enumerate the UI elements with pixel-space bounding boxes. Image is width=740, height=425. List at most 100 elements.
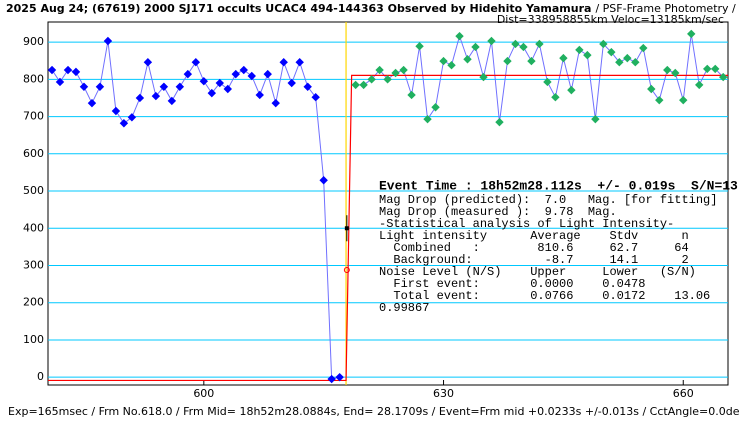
data-point [503,56,512,66]
data-point [271,98,280,108]
data-point [543,77,552,87]
annotation: Background: -8.7 14.1 2 [379,253,689,267]
y-tick-label: 0 [37,370,44,383]
data-point [591,114,600,124]
plot-frame [47,21,729,386]
data-point [127,113,137,122]
data-point [263,69,272,79]
chart-title: 2025 Aug 24; (67619) 2000 SJ171 occults … [6,2,736,15]
data-point [607,47,616,57]
data-point [143,58,153,67]
data-point [671,68,680,78]
data-point [359,80,368,90]
data-point [215,78,225,88]
data-point [687,29,696,39]
data-point [423,114,432,124]
data-point [119,119,129,128]
data-point [455,31,464,41]
annotation: 0.99867 [379,301,429,315]
data-point [695,80,704,90]
data-point [199,76,209,86]
y-tick-label: 800 [23,72,44,85]
data-point [479,72,488,82]
data-point [567,85,576,95]
data-point [255,90,264,100]
y-tick-label: 900 [23,35,44,48]
data-point [663,65,672,75]
data-point [103,36,113,46]
annotation: Combined : 810.6 62.7 64 [379,241,689,255]
data-point [335,372,344,382]
y-tick-label: 500 [23,184,44,197]
footer: Exp=165msec / Frm No.618.0 / Frm Mid= 18… [8,405,740,418]
y-tick-label: 100 [23,333,44,346]
data-point [71,67,81,77]
subtitle2: Dist=338958855km Veloc=13185km/sec [497,13,724,26]
event-point [343,266,350,273]
data-point [367,75,376,84]
x-tick-label: 660 [673,387,694,400]
data-point [63,65,73,75]
data-point [439,56,448,66]
y-tick-label: 200 [23,296,44,309]
annotation: Noise Level (N/S) Upper Lower (S/N) [379,265,696,279]
x-tick-label: 630 [433,387,454,400]
data-point [175,82,185,91]
data-point [159,82,169,91]
data-point [718,72,728,82]
light-curve [51,40,340,380]
data-point [599,39,608,49]
data-point [583,50,592,60]
data-point [447,60,456,70]
data-point [111,106,121,116]
data-point [679,95,688,105]
data-point [327,374,336,384]
data-point [487,36,496,46]
data-point [471,42,480,52]
annotation: Mag Drop (measured ): 9.78 Mag. [379,205,617,219]
data-point [639,43,648,53]
y-tick-label: 700 [23,110,44,123]
y-tick-label: 300 [23,258,44,271]
data-point [191,58,201,67]
data-point [647,84,656,94]
data-point [399,65,408,75]
data-point [615,58,624,67]
data-point [55,77,65,87]
data-point [95,82,105,91]
data-point [527,56,536,66]
data-point [223,84,232,94]
data-point [391,68,400,78]
y-tick-label: 400 [23,221,44,234]
data-point [135,93,145,103]
data-point [431,103,440,112]
data-point [287,78,296,88]
data-point [311,92,320,102]
data-point [87,98,97,108]
data-point [167,96,177,106]
data-point [559,53,568,63]
data-point [551,92,560,102]
annotation: Light intensity Average Stdv n [379,229,689,243]
data-point [703,64,712,74]
data-point [295,58,304,67]
data-point [207,88,217,98]
data-point [415,41,424,51]
data-point [631,58,640,67]
data-point [319,176,328,185]
subtitle: / PSF-Frame Photometry / [595,2,736,15]
data-point [47,65,57,75]
data-point [655,95,664,105]
data-point [375,65,384,75]
y-tick-label: 600 [23,147,44,160]
data-point [407,90,416,100]
annotation: Event Time : 18h52m28.112s +/- 0.019s S/… [379,178,740,193]
data-point [511,39,520,49]
data-point [711,64,720,74]
data-point [79,82,89,91]
data-point [247,71,256,81]
annotation: First event: 0.0000 0.0478 [379,277,645,291]
data-point [351,80,360,90]
